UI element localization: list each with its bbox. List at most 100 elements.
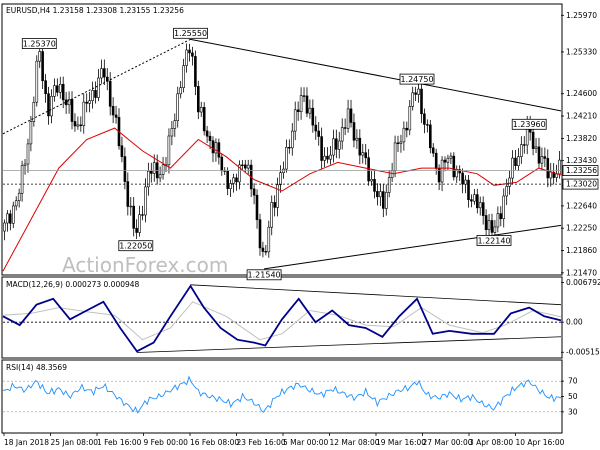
candle-body	[314, 124, 318, 132]
candle-body	[205, 130, 209, 137]
candle-body	[61, 84, 65, 101]
candle-body	[53, 85, 56, 97]
candle-body	[182, 65, 185, 88]
candle-body	[502, 195, 506, 219]
candle-body	[543, 156, 547, 159]
candle-body	[302, 95, 306, 97]
candle-body	[226, 170, 229, 189]
candle-body	[241, 164, 244, 166]
candle-body	[67, 99, 71, 106]
time-tick-label: 27 Mar 00:00	[423, 438, 473, 447]
time-tick-label: 3 Apr 08:00	[469, 438, 513, 447]
price-callout-label: 1.23960	[513, 120, 546, 129]
price-callout-box	[246, 269, 282, 281]
candle-body	[317, 130, 321, 137]
candle-body	[417, 88, 420, 95]
candle-body	[423, 113, 426, 125]
price-callout-label: 1.24750	[400, 75, 433, 84]
candle-body	[440, 159, 444, 183]
candle-body	[35, 60, 39, 103]
candle-body	[38, 51, 42, 62]
candle-body	[364, 152, 368, 159]
candle-body	[44, 80, 47, 94]
price-callout-box	[118, 240, 154, 252]
candle-body	[185, 49, 188, 66]
candle-body	[220, 156, 224, 171]
macd-panel	[1, 276, 563, 359]
candle-body	[426, 124, 429, 126]
macd-title: MACD(12,26,9) 0.000273 0.000948	[6, 280, 140, 289]
candle-body	[147, 170, 150, 188]
price-callout-label: 1.21540	[248, 271, 281, 280]
candle-body	[120, 145, 124, 157]
candle-body	[405, 127, 409, 131]
candle-body	[376, 191, 379, 198]
candle-body	[244, 164, 247, 169]
candle-body	[14, 200, 18, 207]
price-tick-label: 1.25330	[566, 47, 597, 56]
candle-body	[299, 95, 303, 112]
candle-body	[191, 52, 194, 57]
candle-body	[88, 100, 91, 104]
candle-body	[73, 121, 77, 127]
candle-body	[258, 219, 262, 249]
price-tick-label: 1.21470	[566, 268, 597, 277]
macd-signal-line	[2, 301, 562, 341]
candle-body	[270, 202, 274, 228]
price-highlight-box	[562, 178, 599, 190]
macd-tick-label: 0.006792	[566, 278, 600, 287]
candle-body	[194, 56, 197, 87]
candle-body	[50, 96, 53, 117]
rsi-panel	[1, 359, 563, 434]
candle-body	[76, 124, 80, 127]
candle-body	[343, 127, 347, 129]
candle-body	[358, 137, 362, 156]
candle-body	[285, 147, 288, 170]
candle-body	[108, 80, 112, 107]
candle-body	[522, 144, 526, 146]
candle-body	[6, 213, 9, 224]
price-tick-label: 1.23430	[566, 156, 597, 165]
candle-body	[399, 141, 403, 144]
candle-body	[126, 181, 130, 207]
price-callout-label: 1.22050	[119, 242, 152, 251]
candle-body	[296, 109, 300, 113]
candle-body	[132, 205, 135, 229]
candle-body	[408, 106, 412, 131]
candle-body	[499, 213, 503, 220]
candle-body	[387, 177, 391, 193]
candle-body	[55, 85, 59, 93]
candle-body	[9, 213, 12, 224]
candle-body	[473, 194, 476, 202]
candle-body	[355, 137, 359, 141]
candle-body	[267, 226, 271, 253]
macd-trendline	[190, 284, 562, 306]
candle-body	[235, 177, 238, 183]
candle-body	[305, 95, 309, 114]
candle-body	[534, 146, 538, 149]
price-callout-label: 1.25550	[174, 29, 207, 38]
candle-body	[150, 170, 153, 174]
price-tick-label: 1.24210	[566, 112, 597, 121]
candle-body	[23, 163, 27, 166]
candle-body	[199, 107, 203, 113]
candle-body	[217, 142, 221, 158]
time-tick-label: 10 Apr 16:00	[516, 438, 565, 447]
candle-body	[91, 90, 94, 102]
candle-body	[393, 142, 397, 171]
candle-body	[123, 156, 127, 182]
price-callout-box	[476, 235, 512, 246]
candle-body	[103, 68, 106, 78]
candle-body	[505, 186, 509, 197]
candle-body	[514, 157, 517, 167]
price-callout-label: 1.25370	[23, 39, 56, 48]
candle-body	[129, 205, 133, 208]
candle-body	[496, 213, 500, 228]
candle-body	[420, 88, 423, 115]
candle-body	[326, 155, 329, 160]
candle-body	[379, 191, 382, 198]
candle-body	[484, 215, 488, 230]
candle-body	[208, 135, 212, 141]
time-tick-label: 25 Jan 08:00	[51, 438, 99, 447]
candle-body	[94, 90, 97, 98]
